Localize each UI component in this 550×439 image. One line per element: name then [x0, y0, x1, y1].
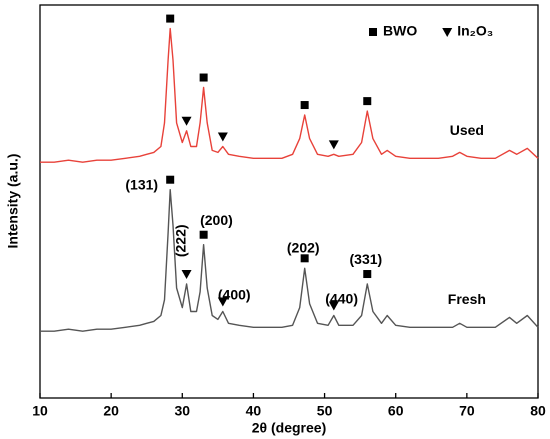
peak-marker [199, 73, 208, 82]
peak-annotation: (222) [172, 224, 188, 257]
x-tick-label: 20 [103, 403, 119, 419]
peak-marker [363, 270, 372, 279]
peak-marker [166, 175, 175, 184]
x-tick-label: 60 [388, 403, 404, 419]
plot-frame [39, 4, 539, 399]
peak-marker [166, 14, 175, 23]
series-label: Fresh [448, 291, 486, 307]
x-axis-label: 2θ (degree) [252, 420, 326, 436]
x-tick-label: 10 [32, 403, 48, 419]
peak-marker [181, 116, 192, 126]
series-line [40, 27, 539, 163]
peak-marker [217, 297, 228, 307]
y-axis-label: Intensity (a.u.) [5, 154, 21, 249]
x-tick-label: 30 [174, 403, 190, 419]
peak-marker [199, 230, 208, 239]
peak-annotation: (202) [287, 239, 320, 255]
peak-annotation: (400) [218, 287, 251, 303]
peak-annotation: (331) [349, 251, 382, 267]
peak-marker [328, 301, 339, 311]
legend-label: In₂O₃ [457, 23, 493, 39]
series-line [40, 189, 539, 332]
legend-symbol [442, 28, 453, 37]
series-label: Used [450, 122, 484, 138]
peak-annotation: (131) [125, 176, 158, 192]
peak-marker [363, 97, 372, 106]
peak-marker [217, 132, 228, 142]
x-tick-label: 80 [530, 403, 546, 419]
x-tick-label: 50 [317, 403, 333, 419]
x-tick-label: 40 [246, 403, 262, 419]
peak-marker [300, 101, 309, 110]
peak-annotation: (200) [200, 212, 233, 228]
peak-marker [300, 254, 309, 263]
peak-marker [181, 270, 192, 280]
x-tick-label: 70 [459, 403, 475, 419]
legend-symbol [369, 28, 377, 36]
peak-annotation: (440) [325, 290, 358, 306]
peak-marker [328, 140, 339, 150]
legend-label: BWO [383, 23, 417, 39]
